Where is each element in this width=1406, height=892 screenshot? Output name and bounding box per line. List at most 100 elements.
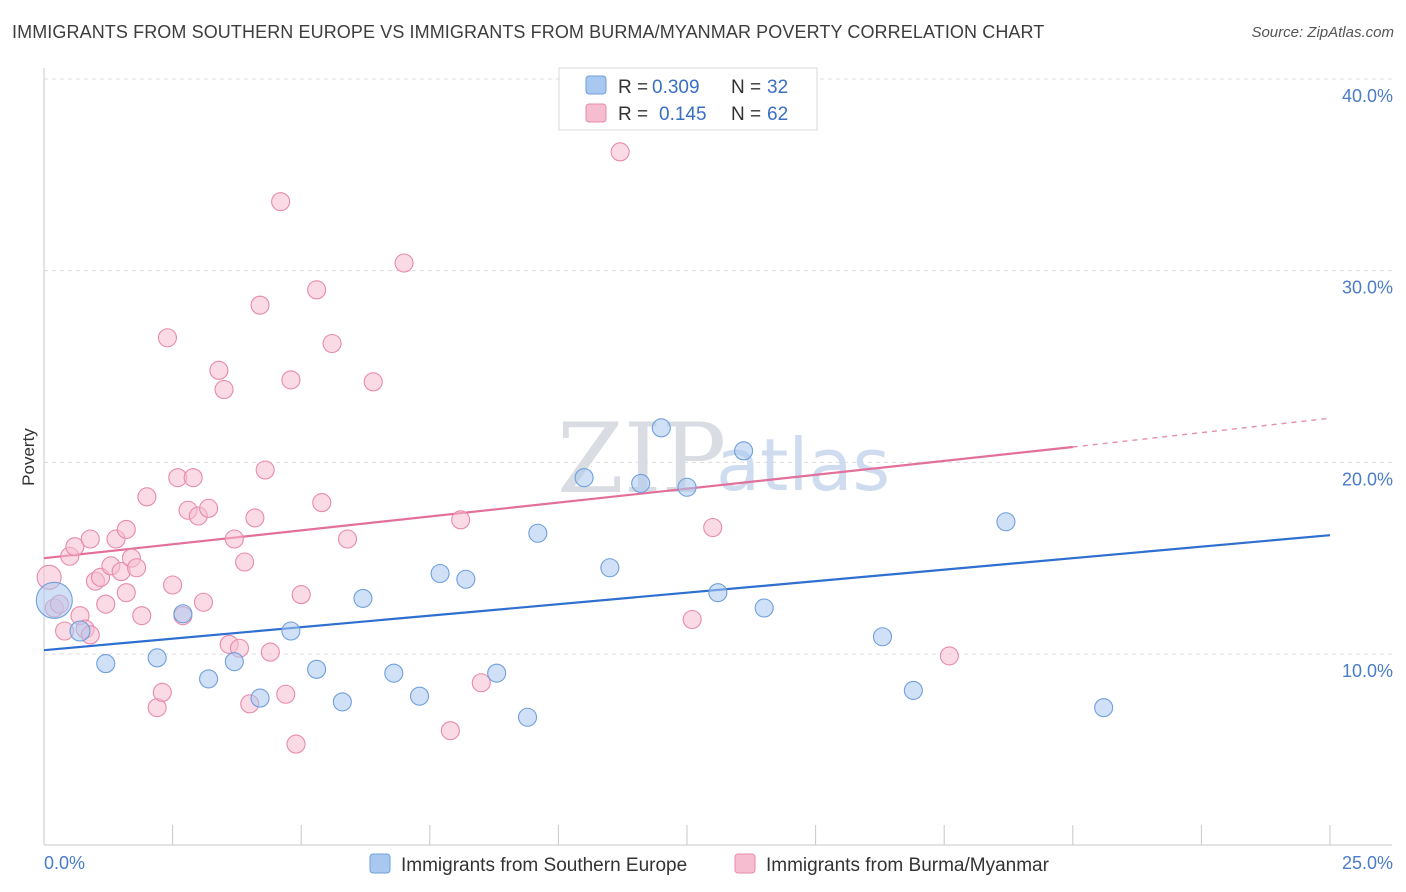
point-pink-34 [224, 529, 244, 549]
scatter-points [35, 142, 1114, 754]
point-pink-48 [312, 493, 332, 513]
point-blue-11 [353, 588, 373, 608]
point-pink-52 [394, 253, 414, 273]
point-blue-21 [631, 473, 651, 493]
point-blue-14 [430, 563, 450, 584]
point-blue-23 [677, 477, 697, 497]
point-pink-11 [96, 594, 116, 614]
point-blue-0 [35, 581, 73, 619]
point-pink-18 [132, 606, 152, 626]
point-pink-8 [80, 529, 100, 549]
point-pink-50 [337, 529, 358, 549]
point-blue-12 [384, 663, 404, 683]
point-blue-25 [734, 441, 754, 461]
legend-r-value-pink: 0.145 [659, 104, 707, 125]
point-pink-51 [363, 372, 383, 392]
x-tick-label-max: 25.0% [1342, 853, 1393, 873]
point-blue-24 [708, 583, 728, 603]
point-blue-13 [409, 686, 430, 706]
point-pink-5 [65, 537, 85, 557]
point-pink-27 [183, 468, 203, 488]
trend-line-blue [43, 534, 1331, 652]
point-blue-3 [147, 648, 167, 668]
legend-r-value-blue: 0.309 [652, 77, 700, 98]
point-pink-53 [440, 721, 460, 741]
point-pink-47 [307, 280, 327, 300]
point-pink-31 [209, 360, 229, 380]
point-blue-15 [456, 569, 476, 589]
point-blue-27 [872, 627, 893, 647]
point-pink-42 [271, 192, 291, 212]
point-pink-30 [199, 498, 219, 518]
point-pink-57 [682, 609, 702, 630]
axes [43, 68, 1392, 846]
legend: R = 0.309 N = 32 R = 0.145 N = 62 [558, 67, 818, 131]
watermark-atlas: atlas [716, 423, 890, 507]
bottom-legend-swatch-pink [734, 853, 756, 874]
x-tick-labels: 0.0% 25.0% [44, 853, 1393, 873]
point-blue-22 [651, 418, 671, 438]
watermark: ZIP atlas [557, 403, 890, 515]
point-pink-49 [322, 333, 342, 354]
trend-line-pink [43, 445, 1073, 560]
y-tick-labels: 10.0% 20.0% 30.0% 40.0% [1342, 86, 1393, 681]
point-pink-46 [291, 585, 311, 605]
point-blue-20 [600, 558, 620, 578]
point-pink-36 [235, 552, 255, 572]
y-tick-label-40: 40.0% [1342, 86, 1393, 106]
y-axis-label: Poverty [19, 428, 38, 486]
point-pink-29 [193, 592, 214, 612]
point-pink-32 [214, 379, 234, 400]
point-blue-28 [903, 680, 923, 700]
point-blue-30 [1094, 698, 1114, 718]
point-blue-9 [307, 659, 327, 679]
point-blue-4 [173, 604, 193, 624]
point-blue-26 [754, 598, 774, 618]
legend-n-value-pink: 62 [767, 104, 788, 125]
bottom-legend-swatch-blue [369, 853, 391, 874]
source-credit: Source: ZipAtlas.com [1251, 24, 1394, 41]
point-pink-59 [939, 646, 959, 666]
legend-n-value-blue: 32 [767, 77, 788, 98]
point-pink-54 [451, 510, 471, 530]
watermark-zip: ZIP [557, 403, 726, 515]
point-pink-15 [116, 519, 136, 539]
bottom-legend-label-blue: Immigrants from Southern Europe [401, 855, 687, 876]
point-pink-40 [255, 460, 275, 480]
point-blue-19 [574, 468, 594, 488]
point-pink-43 [276, 684, 296, 704]
point-blue-10 [332, 692, 352, 712]
point-pink-61 [116, 583, 136, 603]
point-blue-5 [199, 669, 219, 689]
point-blue-16 [487, 663, 507, 683]
legend-swatch-pink [585, 103, 607, 123]
trend-lines [43, 417, 1331, 652]
point-pink-17 [127, 558, 147, 578]
legend-n-label-blue: N = [731, 77, 761, 98]
point-blue-17 [517, 707, 538, 727]
point-pink-44 [281, 370, 301, 390]
point-pink-23 [163, 575, 183, 595]
point-pink-58 [703, 517, 723, 538]
point-blue-18 [528, 523, 548, 543]
y-tick-label-10: 10.0% [1342, 661, 1393, 681]
y-tick-label-30: 30.0% [1342, 278, 1393, 298]
point-pink-21 [152, 682, 172, 702]
legend-swatch-blue [585, 75, 607, 95]
point-blue-6 [224, 652, 244, 672]
point-blue-8 [281, 621, 301, 641]
point-pink-39 [250, 295, 270, 315]
x-tick-label-min: 0.0% [44, 853, 85, 873]
bottom-legend-label-pink: Immigrants from Burma/Myanmar [766, 855, 1050, 876]
point-blue-7 [250, 688, 270, 708]
point-pink-19 [137, 487, 157, 507]
legend-n-label-pink: N = [731, 104, 761, 125]
legend-r-label-blue: R = [618, 77, 648, 98]
point-pink-55 [471, 673, 491, 693]
point-blue-1 [69, 620, 91, 642]
bottom-legend: Immigrants from Southern Europe Immigran… [369, 853, 1050, 876]
y-tick-label-20: 20.0% [1342, 469, 1393, 489]
point-pink-22 [157, 328, 178, 348]
chart-title: IMMIGRANTS FROM SOUTHERN EUROPE VS IMMIG… [12, 22, 1045, 42]
